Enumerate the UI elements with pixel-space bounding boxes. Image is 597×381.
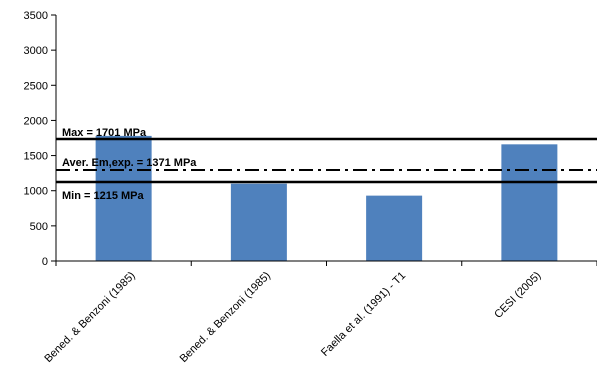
x-category-label: Bened. & Benzoni (1985)	[178, 270, 273, 365]
y-tick-label: 0	[42, 256, 48, 268]
y-tick-label: 1000	[24, 186, 48, 198]
reference-lines: Max = 1701 MPa Aver. Em,exp. = 1371 MPa Mi…	[56, 127, 597, 202]
y-tick-label: 2000	[24, 115, 48, 127]
y-axis-ticks: 0 500 1000 1500 2000 2500 3000 3500	[24, 10, 56, 268]
bar	[95, 135, 152, 261]
y-tick-label: 2500	[24, 80, 48, 92]
bar	[501, 144, 558, 261]
y-tick-label: 3500	[24, 10, 48, 22]
bar	[230, 183, 287, 261]
x-category-label: Faella et al. (1991) - T1	[319, 270, 408, 359]
y-tick-label: 1500	[24, 151, 48, 163]
x-category-label: Bened. & Benzoni (1985)	[42, 270, 137, 365]
y-tick-label: 500	[30, 221, 48, 233]
reference-line-label: Min = 1215 MPa	[62, 190, 145, 202]
bar	[366, 195, 423, 261]
x-axis-categories: Bened. & Benzoni (1985) Bened. & Benzoni …	[42, 270, 543, 365]
reference-line-label: Aver. Em,exp. = 1371 MPa	[62, 157, 197, 169]
y-tick-label: 3000	[24, 45, 48, 57]
x-category-label: CESI (2005)	[492, 270, 543, 321]
reference-line-label: Max = 1701 MPa	[62, 127, 147, 139]
bars	[95, 135, 558, 261]
